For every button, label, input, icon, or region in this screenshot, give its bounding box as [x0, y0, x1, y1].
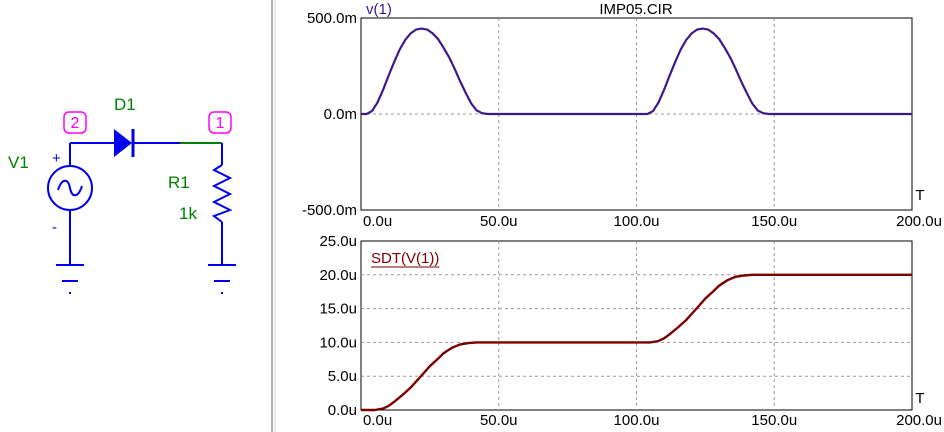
trace-sdt	[361, 273, 912, 412]
x-tick-label: 0.0u	[363, 412, 392, 429]
trace-label-sdt[interactable]: SDT(V(1))	[371, 250, 440, 268]
resistor-label: R1	[168, 173, 190, 192]
y-tick-label: 25.0u	[319, 233, 357, 250]
resistor-symbol[interactable]	[211, 164, 233, 223]
plot-sdt-y-ticks: 25.0u 20.0u 15.0u 10.0u 5.0u 0.0u	[319, 233, 357, 419]
x-tick-label: 150.0u	[751, 412, 797, 429]
y-tick-label: 500.0m	[307, 10, 357, 27]
plot-voltage: 500.0m 0.0m -500.0m 0.0u 50.0u 100.0u 150.0u 2…	[302, 1, 942, 230]
x-tick-label: 100.0u	[614, 412, 660, 429]
trace-v1	[361, 27, 912, 116]
pane-divider[interactable]	[271, 0, 276, 432]
ground-symbol-left	[56, 264, 84, 294]
trace-label-v1[interactable]: v(1)	[366, 1, 392, 18]
wire-net	[69, 142, 223, 265]
plot-sdt-grid	[361, 241, 912, 410]
diode-symbol[interactable]	[114, 129, 132, 157]
resistor-value: 1k	[179, 204, 197, 223]
source-minus-sign: -	[52, 219, 57, 236]
diode-label: D1	[114, 95, 136, 114]
chart-title: IMP05.CIR	[599, 1, 673, 18]
node-1-box	[208, 111, 232, 134]
ground-symbol-right	[208, 264, 236, 294]
y-tick-label: -500.0m	[302, 202, 357, 219]
source-plus-sign: +	[52, 150, 61, 167]
plot-voltage-y-ticks: 500.0m 0.0m -500.0m	[302, 10, 357, 219]
node-1-label: 1	[216, 115, 225, 132]
source-label: V1	[8, 153, 29, 172]
y-tick-label: 10.0u	[319, 334, 357, 351]
y-tick-label: 20.0u	[319, 267, 357, 284]
node-2-label: 2	[71, 115, 80, 132]
plot-sdt-x-ticks: 0.0u 50.0u 100.0u 150.0u 200.0u	[363, 412, 942, 429]
y-tick-label: 0.0u	[328, 402, 357, 419]
x-tick-label: 200.0u	[896, 213, 942, 230]
y-tick-label: 15.0u	[319, 301, 357, 318]
x-tick-label: 0.0u	[363, 213, 392, 230]
sine-wave-icon	[57, 179, 83, 197]
x-tick-label: 100.0u	[614, 213, 660, 230]
x-tick-label: 50.0u	[480, 412, 518, 429]
x-tick-label: 150.0u	[751, 213, 797, 230]
y-tick-label: 0.0m	[324, 106, 357, 123]
schematic: V1 + - D1 R1 1k 2 1	[8, 95, 236, 294]
x-axis-unit-bottom: T	[915, 390, 924, 407]
trace-label-sdt-text: SDT(V(1))	[371, 250, 439, 267]
x-tick-label: 50.0u	[480, 213, 518, 230]
voltage-source-symbol[interactable]	[47, 165, 93, 211]
plot-voltage-x-ticks: 0.0u 50.0u 100.0u 150.0u 200.0u	[363, 213, 942, 230]
plot-sdt: 25.0u 20.0u 15.0u 10.0u 5.0u 0.0u 0.0u 50.0u 10…	[319, 233, 942, 429]
x-tick-label: 200.0u	[896, 412, 942, 429]
x-axis-unit-top: T	[915, 187, 924, 204]
node-2-box	[63, 111, 87, 134]
y-tick-label: 5.0u	[328, 368, 357, 385]
